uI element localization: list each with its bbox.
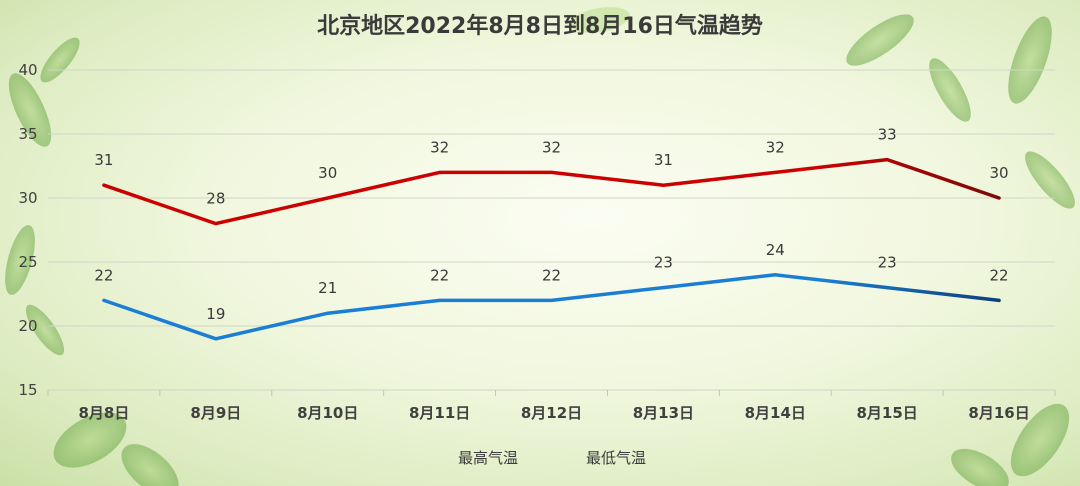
data-label: 23 bbox=[878, 254, 897, 272]
x-tick-label: 8月9日 bbox=[190, 404, 241, 422]
x-tick-label: 8月10日 bbox=[297, 404, 358, 422]
data-label: 22 bbox=[542, 266, 561, 284]
leaf-decoration bbox=[1010, 403, 1070, 477]
legend-label: 最低气温 bbox=[586, 449, 646, 467]
data-label: 32 bbox=[766, 138, 785, 156]
leaf-decoration bbox=[1025, 151, 1075, 209]
leaf-decoration bbox=[40, 37, 80, 83]
leaf-decoration bbox=[121, 444, 179, 486]
data-label: 24 bbox=[766, 241, 785, 259]
x-tick-label: 8月8日 bbox=[79, 404, 130, 422]
data-label: 28 bbox=[206, 190, 225, 208]
data-label: 22 bbox=[990, 266, 1009, 284]
leaf-decoration bbox=[8, 73, 52, 147]
leaf-decoration bbox=[570, 7, 630, 33]
x-tick-label: 8月15日 bbox=[857, 404, 918, 422]
series-lines bbox=[102, 157, 1001, 341]
x-tick-label: 8月16日 bbox=[968, 404, 1029, 422]
leaf-decoration bbox=[53, 412, 127, 468]
data-label: 31 bbox=[654, 151, 673, 169]
data-label: 23 bbox=[654, 254, 673, 272]
legend-label: 最高气温 bbox=[458, 449, 518, 467]
y-tick-label: 40 bbox=[18, 61, 37, 79]
legend: 最高气温 最低气温 bbox=[410, 449, 646, 467]
y-tick-label: 30 bbox=[18, 189, 37, 207]
data-label: 30 bbox=[318, 164, 337, 182]
x-tick-label: 8月14日 bbox=[745, 404, 806, 422]
x-tick-label: 8月12日 bbox=[521, 404, 582, 422]
data-label: 30 bbox=[990, 164, 1009, 182]
y-tick-label: 15 bbox=[18, 381, 37, 399]
leaf-decoration bbox=[1008, 16, 1052, 104]
x-axis-ticks: 8月8日 8月9日 8月10日 8月11日 8月12日 8月13日 8月14日 8月15日 8月… bbox=[47, 390, 1056, 422]
y-tick-label: 25 bbox=[18, 253, 37, 271]
leaf-decoration bbox=[929, 58, 971, 122]
y-tick-label: 20 bbox=[18, 317, 37, 335]
data-label: 33 bbox=[878, 126, 897, 144]
data-labels: 31 28 30 32 32 31 32 33 30 22 19 21 22 22 23 24 23 22 bbox=[94, 126, 1008, 323]
data-label: 31 bbox=[94, 151, 113, 169]
data-label: 32 bbox=[542, 138, 561, 156]
leaf-decoration bbox=[951, 448, 1009, 486]
data-label: 32 bbox=[430, 138, 449, 156]
x-tick-label: 8月11日 bbox=[409, 404, 470, 422]
y-tick-label: 35 bbox=[18, 125, 37, 143]
data-label: 22 bbox=[94, 266, 113, 284]
chart-title: 北京地区2022年8月8日到8月16日气温趋势 bbox=[317, 13, 763, 39]
series-line-low bbox=[102, 273, 1001, 341]
background-foliage bbox=[5, 7, 1075, 486]
data-label: 21 bbox=[318, 279, 337, 297]
data-label: 19 bbox=[206, 305, 225, 323]
leaf-decoration bbox=[5, 225, 35, 295]
leaf-decoration bbox=[25, 304, 65, 356]
gridlines bbox=[48, 69, 1055, 391]
series-line-high bbox=[102, 157, 1001, 226]
leaf-decoration bbox=[846, 14, 914, 66]
y-axis-ticks: 15 20 25 30 35 40 bbox=[18, 61, 37, 399]
x-tick-label: 8月13日 bbox=[633, 404, 694, 422]
data-label: 22 bbox=[430, 266, 449, 284]
